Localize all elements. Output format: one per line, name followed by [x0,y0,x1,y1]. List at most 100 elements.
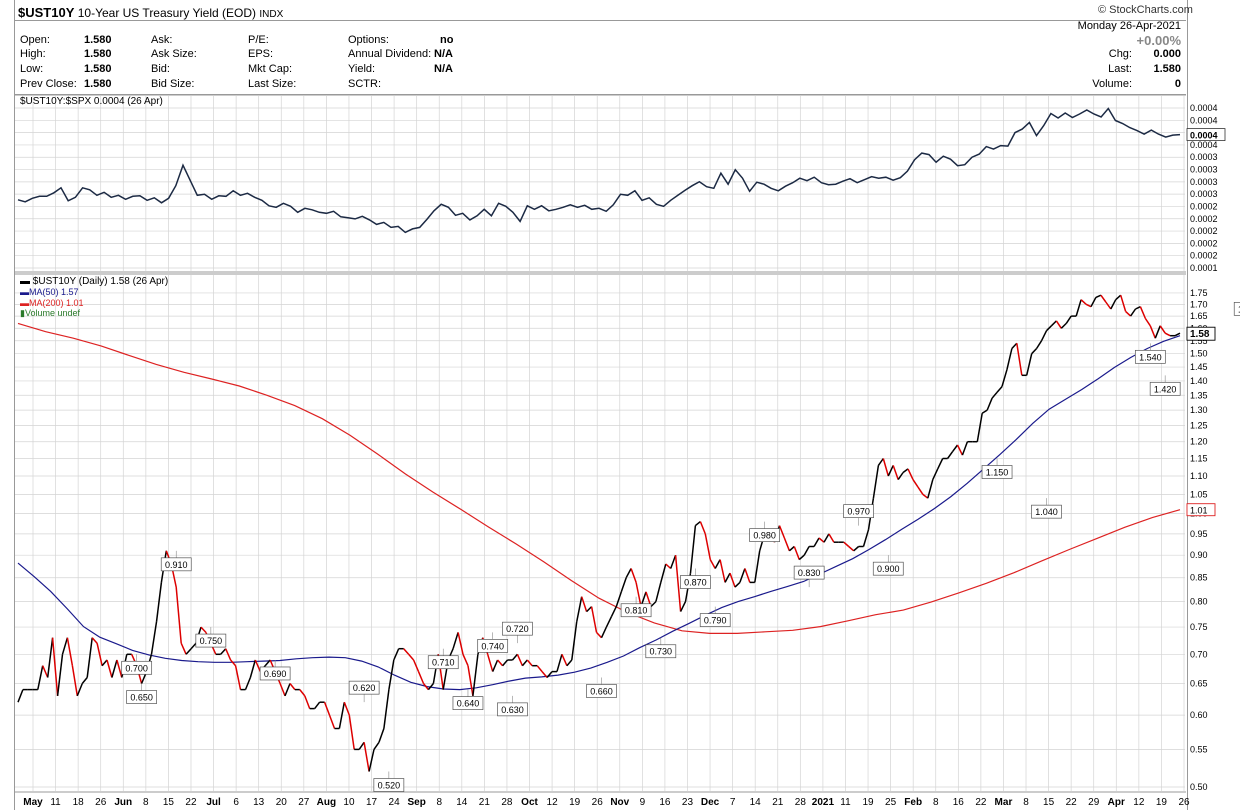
price-segment [882,458,890,477]
price-segment [1050,320,1057,327]
price-segment [1144,318,1151,327]
annotation-box [749,528,780,542]
annotation-box [872,561,904,576]
price-segment [991,391,998,399]
price-segment [373,741,380,750]
price-tick-label: 0.70 [1190,649,1208,659]
ratio-tick-label: 0.0004 [1190,103,1218,113]
price-segment [1016,343,1023,376]
price-segment [1006,348,1013,370]
price-segment [892,465,899,480]
annotation-box [126,690,157,704]
price-segment [422,683,429,691]
ratio-series [17,107,1181,234]
ma200-legend: ▬MA(200) 1.01 [20,298,84,308]
price-segment [378,728,385,743]
eps-label: EPS: [248,48,274,60]
price-segment [793,546,801,560]
price-segment [393,648,400,661]
ratio-tick-label: 0.0004 [1190,115,1218,125]
x-tick-label: 12 [547,797,559,808]
price-segment [709,559,716,569]
annotation-box [502,621,533,636]
x-axis: May 11 18 26 Jun 8 15 22 Jul 6 13 20 27 Aug 10 17 24 Sep 8… [23,797,1190,808]
price-segment [986,397,993,411]
price-segment [1011,342,1018,350]
x-tick-label: 24 [389,797,401,808]
annotation-label: 1.420 [1154,384,1177,394]
price-segment [42,665,49,678]
price-tick-label: 0.80 [1190,597,1208,607]
volume-value: 0 [1174,78,1181,90]
price-segment [813,537,820,547]
annotation-label: 0.750 [200,636,223,646]
price-segment [417,671,425,684]
price-segment [922,493,929,499]
ratio-tick-label: 0.0003 [1190,189,1218,199]
x-tick-label: 18 [73,797,85,808]
price-annotations: 0.910 0.700 0.650 0.750 0.690 0.620 0.520 0.710… [121,302,1240,792]
price-segment [635,582,642,607]
price-segment [932,468,939,480]
price-segment [472,654,479,696]
price-segment [486,654,494,672]
annotation-box [427,655,459,670]
brand-logo[interactable]: © StockCharts.com [1098,4,1193,16]
price-segment [516,653,524,667]
x-tick-label: 19 [1156,797,1168,808]
price-segment [190,642,197,650]
price-segment [1149,325,1156,339]
ratio-panel: $UST10Y:$SPX 0.0004 (26 Apr) 0.0004 0.000… [14,94,1226,273]
price-segment [877,458,884,466]
ratio-y-axis: 0.00040.00040.00040.00040.00030.00030.00… [1190,103,1218,273]
price-segment [630,568,637,583]
price-tick-label: 1.15 [1190,454,1208,464]
price-tick-label: 0.60 [1190,710,1208,720]
open-label: Open: [20,34,50,46]
last-value: 1.580 [1153,63,1181,75]
x-tick-label: 22 [1066,797,1078,808]
price-segment [81,677,88,684]
price-tick-label: 0.95 [1190,529,1208,539]
chg-value: 0.000 [1153,48,1181,60]
exchange: INDX [259,9,284,20]
price-segment [575,596,583,623]
price-segment [462,653,469,667]
ratio-tick-label: 0.0003 [1190,165,1218,175]
price-segment [719,559,726,583]
price-segment [660,563,667,583]
annotation-label: 0.740 [481,641,504,651]
price-tick-label: 0.75 [1190,622,1208,632]
annotation-label: 0.970 [847,507,870,517]
mkt-cap-label: Mkt Cap: [248,63,293,75]
annotation-box [1031,504,1062,519]
annotation-box [1233,302,1240,316]
price-segment [902,468,909,474]
price-segment [220,648,227,655]
annotation-box [477,639,509,653]
dividend-value: N/A [434,48,453,60]
annotation-box [645,644,677,659]
ratio-tick-label: 0.0002 [1190,226,1218,236]
price-segment [724,572,731,583]
price-segment [264,659,271,667]
price-segment [299,689,306,697]
x-tick-label: 14 [456,797,468,808]
price-segment [566,659,573,667]
x-tick-label: 8 [933,797,939,808]
annotation-label: 0.910 [165,560,188,570]
x-tick-label: 8 [436,797,442,808]
options-value: no [440,34,454,46]
price-segment [917,486,924,495]
price-segment [605,616,613,628]
price-segment [348,714,355,750]
ma50-line [17,335,1181,691]
x-tick-label: 25 [885,797,897,808]
price-segment [175,587,182,644]
price-segment [1174,332,1181,337]
x-tick-label: 29 [1088,797,1100,808]
ratio-legend: $UST10Y:$SPX 0.0004 (26 Apr) [20,96,163,107]
annotation-box [1149,381,1181,396]
price-segment [46,637,54,678]
price-segment [650,601,657,608]
